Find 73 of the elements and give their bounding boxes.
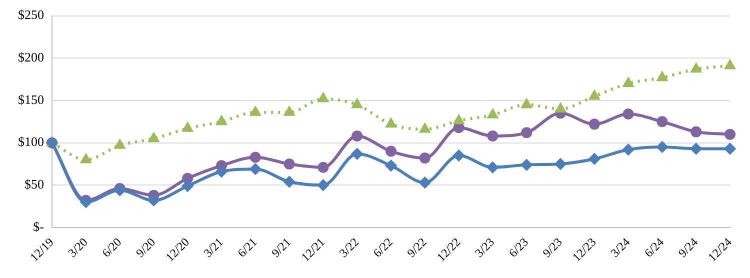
point [556, 103, 566, 112]
point [724, 143, 736, 154]
x-tick-label: 6/21 [234, 235, 260, 260]
point [148, 194, 160, 206]
point [148, 133, 159, 142]
point [352, 99, 362, 108]
x-tick-label: 9/21 [268, 235, 294, 260]
point [80, 154, 91, 164]
y-tick-label: $- [33, 218, 44, 234]
point [522, 99, 532, 108]
x-tick-label: 9/22 [404, 235, 430, 260]
point [318, 162, 329, 173]
y-tick-label: $150 [18, 92, 44, 107]
point [250, 152, 261, 163]
point [656, 142, 668, 153]
point [656, 116, 668, 128]
point [623, 78, 634, 88]
point [352, 130, 363, 142]
y-tick-label: $200 [18, 50, 44, 65]
x-tick-label: 3/22 [336, 235, 362, 260]
point [352, 148, 363, 160]
x-tick-label: 9/23 [540, 235, 565, 260]
point [487, 162, 498, 173]
point [386, 160, 396, 172]
x-tick-label: 6/22 [370, 235, 396, 260]
point [284, 158, 295, 170]
point [419, 177, 430, 188]
point [182, 180, 194, 192]
x-tick-label: 3/21 [200, 235, 226, 260]
point [250, 106, 260, 116]
point [216, 116, 226, 126]
x-tick-label: 6/24 [642, 235, 667, 260]
point [690, 143, 702, 154]
x-tick-label: 6/20 [99, 235, 124, 260]
point [589, 90, 600, 100]
point [284, 176, 295, 188]
x-tick-label: 6/23 [506, 235, 531, 260]
point [453, 150, 464, 162]
point [318, 180, 329, 191]
point [182, 172, 194, 184]
point [284, 106, 294, 116]
x-tick-label: 3/24 [608, 235, 633, 260]
x-tick-label: 3/20 [65, 235, 90, 260]
x-tick-label: 9/24 [675, 235, 700, 260]
point [588, 118, 600, 130]
point [182, 122, 193, 132]
point [725, 60, 735, 70]
point [521, 159, 532, 170]
point [724, 128, 736, 140]
point [419, 152, 430, 164]
x-tick-label: 9/20 [133, 235, 158, 260]
point [216, 166, 227, 178]
point [622, 144, 634, 156]
point [487, 130, 498, 142]
point [657, 72, 668, 82]
point [622, 108, 634, 120]
point [454, 115, 464, 124]
point [420, 124, 430, 133]
y-tick-label: $250 [18, 7, 44, 22]
point [690, 126, 702, 138]
point [555, 158, 566, 170]
point [114, 140, 125, 149]
point [521, 127, 532, 138]
point [250, 164, 261, 175]
x-tick-label: 3/23 [472, 235, 498, 260]
y-tick-label: $50 [24, 176, 44, 192]
point [386, 146, 396, 157]
point [386, 118, 396, 128]
point [691, 64, 702, 73]
y-tick-label: $100 [18, 134, 44, 150]
point [588, 153, 600, 164]
point [488, 109, 498, 118]
point [318, 93, 328, 102]
